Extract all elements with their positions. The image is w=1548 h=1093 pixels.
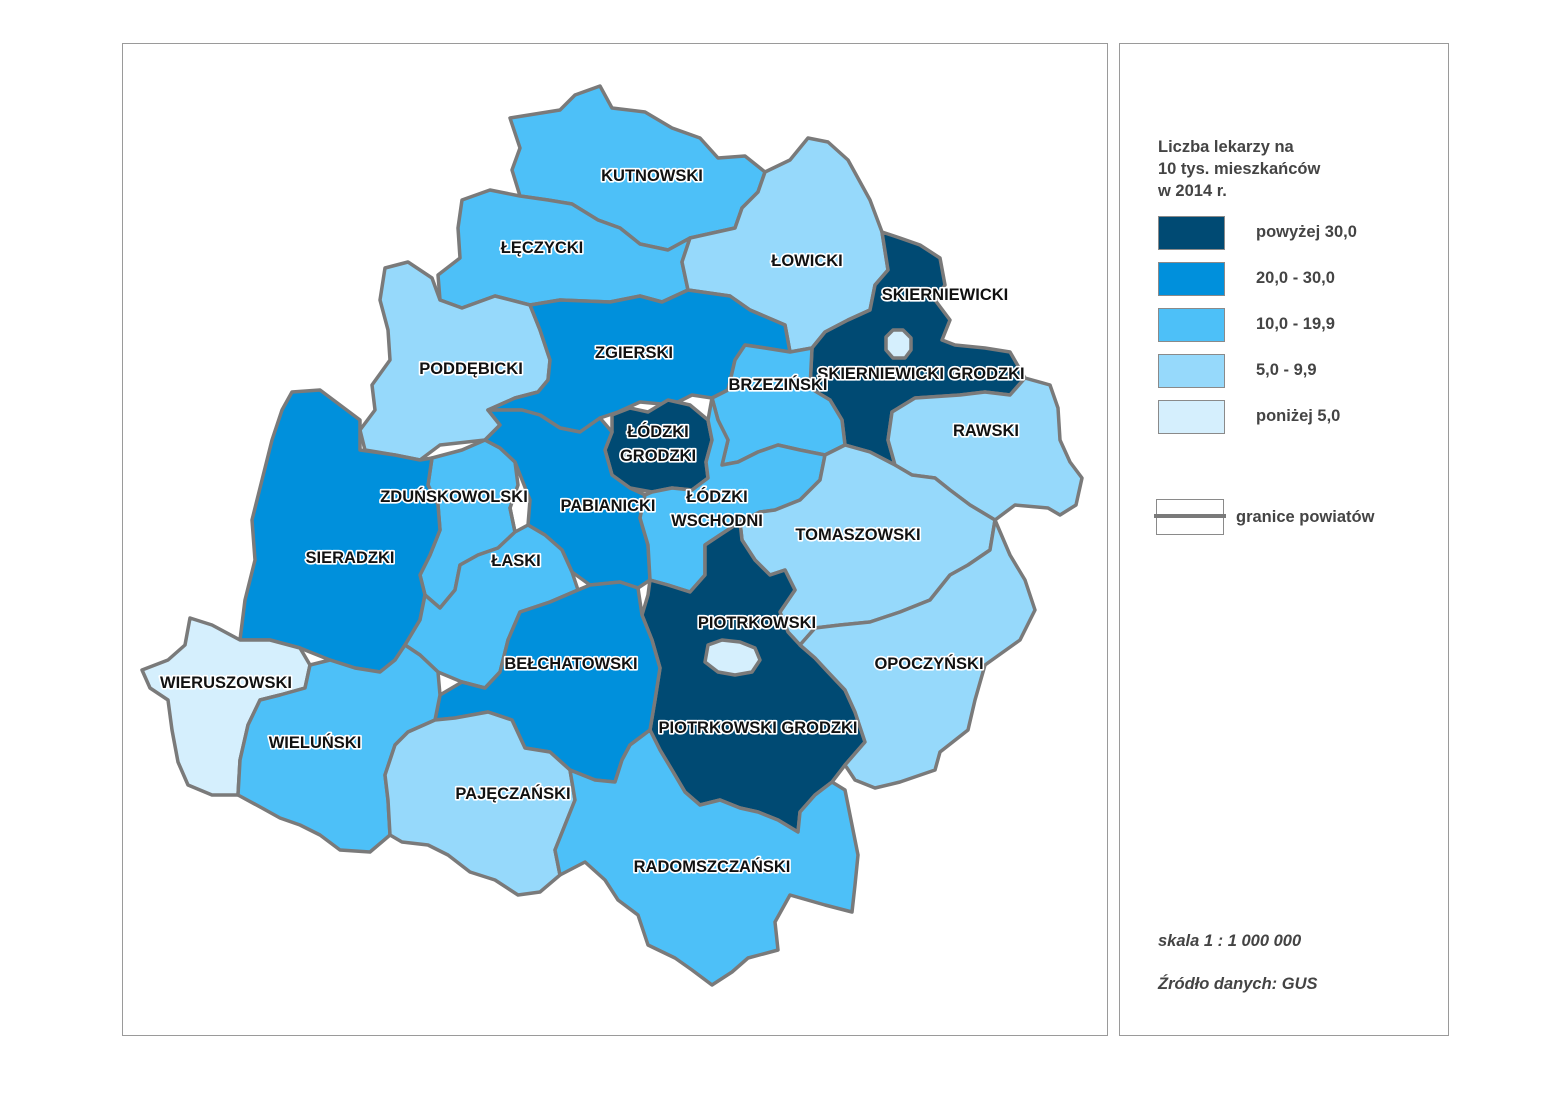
legend-swatch [1158, 308, 1225, 342]
district-label-rawski: RAWSKI [953, 422, 1019, 440]
district-label-wieruszowski: WIERUSZOWSKI [160, 674, 292, 692]
legend-swatch [1158, 262, 1225, 296]
district-label-wielunski: WIELUŃSKI [269, 733, 362, 752]
district-label-brzezinski: BRZEZIŃSKI [729, 375, 828, 394]
district-label-tomaszowski: TOMASZOWSKI [795, 526, 920, 544]
district-label-zgierski: ZGIERSKI [595, 344, 673, 362]
district-piotrkowski [703, 638, 762, 677]
legend-item: powyżej 30,0 [1158, 216, 1438, 252]
district-radomszczanski [553, 728, 860, 987]
legend-title-line: 10 tys. mieszkańców [1158, 160, 1321, 178]
district-polygons [140, 84, 1084, 987]
legend-swatch [1158, 216, 1225, 250]
legend-item: 10,0 - 19,9 [1158, 308, 1438, 344]
district-label-lowicki: ŁOWICKI [771, 252, 843, 270]
district-label-laski: ŁASKI [491, 552, 541, 570]
boundary-label: granice powiatów [1236, 508, 1375, 526]
district-label-kutnowski: KUTNOWSKI [601, 167, 703, 185]
boundary-line-sample [1154, 514, 1226, 518]
legend-item: 20,0 - 30,0 [1158, 262, 1438, 298]
district-label-poddebicki: PODDĘBICKI [419, 360, 523, 378]
district-label-lodzki-grodzki: ŁÓDZKI GRODZKI [620, 422, 696, 465]
district-label-leczycki: ŁĘCZYCKI [501, 239, 584, 257]
legend-title-line: Liczba lekarzy na [1158, 138, 1294, 156]
district-opoczynski [798, 518, 1037, 790]
district-label-skierniewicki-grodzki: SKIERNIEWICKI GRODZKI [817, 365, 1024, 383]
district-labels: KUTNOWSKI ŁĘCZYCKI ŁOWICKI SKIERNIEWICKI GR… [158, 165, 1026, 877]
legend-label: 10,0 - 19,9 [1256, 315, 1335, 333]
legend-label: 5,0 - 9,9 [1256, 361, 1317, 379]
legend-panel: Liczba lekarzy na 10 tys. mieszkańców w … [1119, 43, 1449, 1036]
legend-title: Liczba lekarzy na 10 tys. mieszkańców w … [1158, 136, 1418, 202]
legend-swatch [1158, 354, 1225, 388]
district-skierniewicki [884, 328, 913, 360]
district-label-piotrkowski-grodzki: PIOTRKOWSKI GRODZKI [659, 719, 858, 737]
district-label-piotrkowski: PIOTRKOWSKI [698, 614, 816, 632]
district-label-lodzki-wschodni: ŁÓDZKI WSCHODNI [671, 487, 763, 530]
legend-title-line: w 2014 r. [1158, 182, 1227, 200]
source-note: Źródło danych: GUS [1158, 975, 1318, 993]
district-label-pajeczanski: PAJĘCZAŃSKI [455, 784, 570, 803]
scale-note: skala 1 : 1 000 000 [1158, 932, 1302, 950]
district-label-sieradzki: SIERADZKI [306, 549, 395, 567]
district-label-pabianicki: PABIANICKI [560, 497, 655, 515]
legend-label: poniżej 5,0 [1256, 407, 1341, 425]
district-label-radomszczanski: RADOMSZCZAŃSKI [634, 857, 791, 876]
district-lodzki-grodzki [603, 398, 714, 494]
district-pajeczanski [383, 710, 577, 897]
legend-boundary-item: granice powiatów [1154, 499, 1446, 537]
district-label-opoczynski: OPOCZYŃSKI [874, 654, 983, 673]
district-label-belchatowski: BEŁCHATOWSKI [504, 655, 637, 673]
legend-label: powyżej 30,0 [1256, 223, 1357, 241]
district-label-skierniewicki: SKIERNIEWICKI [882, 286, 1009, 304]
legend-item: 5,0 - 9,9 [1158, 354, 1438, 390]
legend-item: poniżej 5,0 [1158, 400, 1438, 436]
legend-swatch [1158, 400, 1225, 434]
district-label-zdunskowolski: ZDUŃSKOWOLSKI [380, 487, 528, 506]
legend-label: 20,0 - 30,0 [1256, 269, 1335, 287]
